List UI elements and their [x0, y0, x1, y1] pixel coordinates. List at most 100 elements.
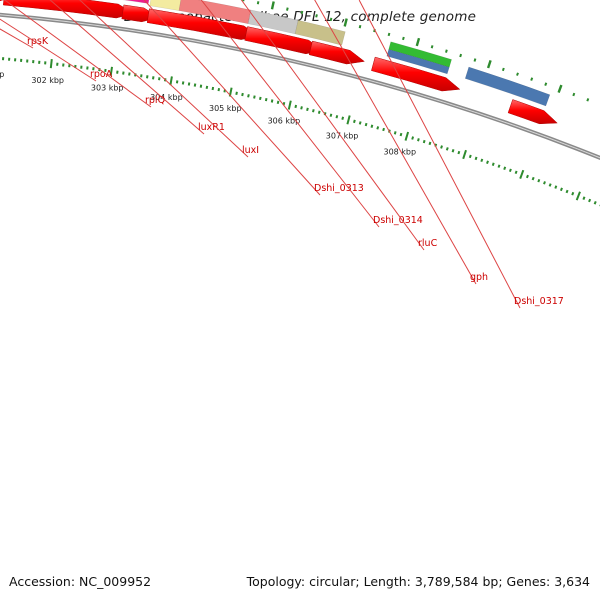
scale-label: 303 kbp: [91, 83, 124, 92]
outer-tick-mark: [486, 60, 492, 69]
scale-tick-mark: [428, 141, 432, 146]
scale-tick-mark: [199, 84, 203, 88]
scale-tick-mark: [451, 149, 455, 153]
outer-tick-mark: [501, 67, 505, 72]
feature-layer: [0, 0, 558, 125]
scale-tick-mark: [486, 160, 489, 165]
outer-tick-mark: [358, 24, 362, 29]
gene-label: rpoA: [90, 69, 113, 80]
scale-tick-mark: [417, 138, 420, 142]
scale-tick-mark: [491, 162, 495, 166]
scale-tick-mark: [235, 91, 238, 95]
outer-tick-mark: [387, 32, 391, 37]
scale-tick-mark: [503, 166, 507, 171]
gene-leader-line: [49, 0, 205, 135]
scale-tick-mark: [525, 174, 529, 179]
scale-tick-mark: [49, 58, 53, 69]
scale-tick-mark: [358, 121, 362, 125]
gene-label: luxR1: [198, 122, 225, 133]
scale-tick-mark: [175, 80, 179, 84]
gene-band: [149, 0, 182, 11]
scale-tick-mark: [294, 104, 298, 109]
gene-leader-line: [143, 0, 321, 196]
scale-tick-mark: [543, 181, 546, 185]
scale-tick-mark: [317, 110, 321, 114]
gene-label: Dshi_0317: [514, 296, 564, 307]
accession-text: Accession: NC_009952: [9, 574, 152, 589]
scale-tick-mark: [276, 100, 280, 105]
scale-tick-mark: [582, 196, 586, 200]
scale-tick-mark: [508, 168, 512, 173]
gene-leader-line: [3, 0, 152, 108]
reverse-gene-arrow: [308, 40, 365, 65]
gene-label: luxI: [242, 145, 259, 156]
scale-tick-mark: [300, 106, 303, 110]
scale-tick-mark: [152, 76, 155, 80]
outer-tick-mark: [286, 7, 289, 11]
scale-tick-mark: [468, 154, 472, 159]
scale-tick-mark: [575, 191, 581, 201]
gene-label: gph: [470, 272, 488, 283]
outer-tick-mark: [343, 18, 348, 27]
scale-tick-mark: [158, 77, 161, 81]
scale-tick-mark: [474, 156, 478, 161]
scale-tick-mark: [353, 119, 356, 124]
scale-tick-mark: [211, 86, 215, 91]
scale-tick-mark: [169, 76, 173, 86]
scale-tick-mark: [593, 201, 597, 205]
scale-tick-mark: [341, 116, 345, 120]
scale-tick-mark: [193, 83, 197, 87]
scale-tick-mark: [519, 169, 525, 179]
scale-tick-mark: [376, 126, 380, 130]
backbone-highlight: [0, 14, 600, 159]
scale-tick-mark: [312, 109, 315, 113]
scale-tick-mark: [440, 145, 443, 149]
outer-tick-mark: [557, 84, 563, 94]
gene-leader-line: [358, 0, 521, 309]
scale-label: 302 kbp: [31, 76, 64, 85]
outer-tick-mark: [516, 72, 519, 76]
scale-tick-mark: [514, 170, 518, 175]
scale-label: 306 kbp: [268, 117, 301, 126]
scale-tick-mark: [287, 100, 292, 110]
tick-layer: [2, 0, 600, 207]
scale-tick-mark: [382, 127, 385, 132]
reverse-gene-arrow: [0, 0, 4, 2]
scale-tick-mark: [393, 131, 397, 135]
scale-tick-mark: [264, 97, 268, 102]
gene-band: [294, 20, 346, 46]
scale-tick-mark: [335, 115, 339, 119]
backbone-layer: [0, 12, 600, 161]
scale-tick-mark: [122, 71, 125, 75]
scale-tick-mark: [554, 185, 558, 189]
scale-label: 307 kbp: [326, 131, 359, 140]
scale-label: 301 kbp: [0, 70, 4, 79]
scale-tick-mark: [259, 96, 262, 101]
topology-text: Topology: circular; Length: 3,789,584 bp…: [246, 574, 590, 589]
scale-tick-mark: [559, 187, 563, 192]
scale-tick-mark: [116, 70, 119, 74]
scale-tick-mark: [445, 147, 449, 151]
scale-tick-mark: [399, 132, 403, 137]
scale-tick-mark: [187, 82, 191, 86]
scale-label: 305 kbp: [209, 104, 242, 113]
outer-tick-mark: [544, 82, 548, 86]
scale-tick-mark: [497, 164, 501, 168]
scale-tick-mark: [537, 178, 541, 183]
gene-band: [464, 66, 551, 107]
scale-tick-mark: [329, 113, 333, 117]
scale-tick-mark: [462, 149, 467, 160]
scale-tick-mark: [422, 139, 426, 144]
gene-leader-line: [200, 0, 380, 228]
outer-tick-mark: [402, 36, 405, 41]
gene-label: Dshi_0314: [373, 215, 423, 226]
scale-tick-mark: [370, 124, 374, 128]
outer-tick-mark: [256, 1, 260, 5]
outer-tick-mark: [586, 98, 590, 102]
scale-tick-mark: [548, 183, 552, 187]
outer-tick-mark: [445, 49, 448, 53]
scale-tick-mark: [346, 115, 351, 125]
outer-tick-mark: [415, 37, 421, 47]
